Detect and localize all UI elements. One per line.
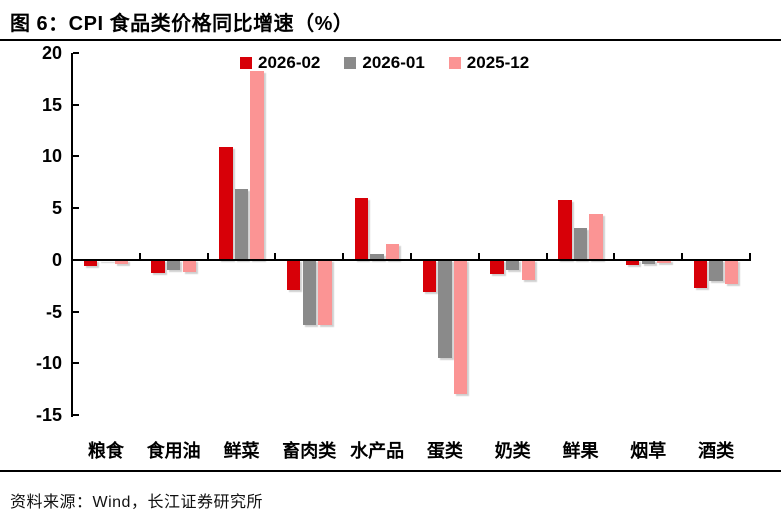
y-axis-tick-label: 15: [41, 94, 62, 115]
x-axis-tick: [477, 252, 480, 259]
x-axis-category-label: 鲜菜: [223, 441, 260, 461]
bar: [287, 259, 301, 290]
x-axis-category-label: 酒类: [698, 441, 735, 461]
bar: [709, 259, 723, 281]
x-axis-tick: [410, 252, 412, 259]
x-axis-category-label: 烟草: [630, 441, 667, 461]
bar: [250, 70, 264, 260]
bar: [302, 259, 316, 326]
bar: [114, 259, 129, 264]
bar: [234, 188, 249, 260]
legend-label: 2026-01: [362, 53, 425, 72]
figure-title: 图 6：CPI 食品类价格同比增速（%）: [10, 13, 354, 35]
y-axis-tick: [73, 310, 79, 313]
y-axis-tick-label: 10: [41, 146, 62, 167]
y-axis-tick-label: -5: [45, 301, 62, 322]
bar: [725, 259, 739, 284]
bar: [506, 259, 520, 271]
bar: [453, 259, 468, 395]
bar: [318, 259, 332, 326]
x-axis-tick: [274, 252, 277, 259]
bar: [182, 259, 196, 273]
bar: [438, 259, 452, 359]
x-axis-category-label: 食用油: [146, 441, 201, 461]
x-axis-tick: [206, 252, 209, 259]
bar: [422, 259, 436, 292]
x-axis-tick: [613, 252, 616, 259]
x-axis-category-label: 奶类: [494, 441, 531, 461]
x-axis-category-label: 蛋类: [426, 441, 463, 461]
y-axis-tick-label: -10: [35, 353, 62, 374]
bar: [641, 259, 655, 264]
bar: [558, 199, 572, 260]
y-axis-tick: [73, 362, 79, 365]
bar: [573, 227, 588, 260]
legend-item: 2026-01: [344, 53, 425, 72]
y-axis-tick: [73, 207, 79, 210]
bar: [167, 259, 181, 271]
x-axis-category-label: 粮食: [87, 441, 124, 461]
y-axis-tick: [73, 414, 79, 416]
chart-legend: 2026-02 2026-01 2025-12: [240, 54, 529, 71]
y-axis-tick: [73, 103, 79, 106]
source-note: 资料来源：Wind，长江证券研究所: [10, 494, 263, 511]
bar: [626, 259, 640, 266]
title-divider: [0, 39, 781, 41]
y-axis-tick: [73, 155, 79, 158]
bar: [657, 259, 671, 263]
bar: [83, 259, 97, 267]
x-axis-category-label: 水产品: [350, 441, 405, 461]
legend-label: 2026-02: [258, 53, 321, 72]
x-axis-tick: [138, 252, 141, 259]
x-axis-tick: [681, 252, 684, 259]
legend-swatch-icon: [344, 56, 357, 69]
bar: [370, 253, 384, 260]
y-axis-tick-label: 5: [51, 198, 62, 219]
bar: [219, 147, 233, 260]
y-axis-tick-label: 0: [51, 249, 62, 270]
legend-swatch-icon: [448, 56, 461, 69]
legend-label: 2025-12: [466, 53, 530, 72]
bar: [354, 197, 369, 260]
x-axis-line: [71, 258, 751, 261]
x-axis-tick: [749, 252, 751, 259]
legend-swatch-icon: [240, 56, 252, 69]
bar: [151, 259, 165, 274]
bar: [693, 259, 708, 288]
bar: [521, 259, 535, 280]
legend-item: 2025-12: [448, 53, 530, 72]
y-axis-line: [71, 53, 73, 417]
x-axis-category-label: 鲜果: [562, 441, 599, 461]
legend-item: 2026-02: [240, 54, 320, 71]
y-axis-tick: [73, 52, 79, 54]
bar: [386, 244, 400, 260]
bar: [490, 259, 504, 275]
footer-divider: [0, 470, 781, 472]
x-axis-category-label: 畜肉类: [282, 441, 337, 461]
x-axis-tick: [342, 252, 345, 259]
y-axis-tick: [73, 258, 79, 261]
y-axis-tick-label: 20: [41, 43, 62, 63]
bar: [589, 214, 603, 260]
y-axis-tick-label: -15: [35, 405, 62, 425]
x-axis-tick: [545, 252, 548, 259]
